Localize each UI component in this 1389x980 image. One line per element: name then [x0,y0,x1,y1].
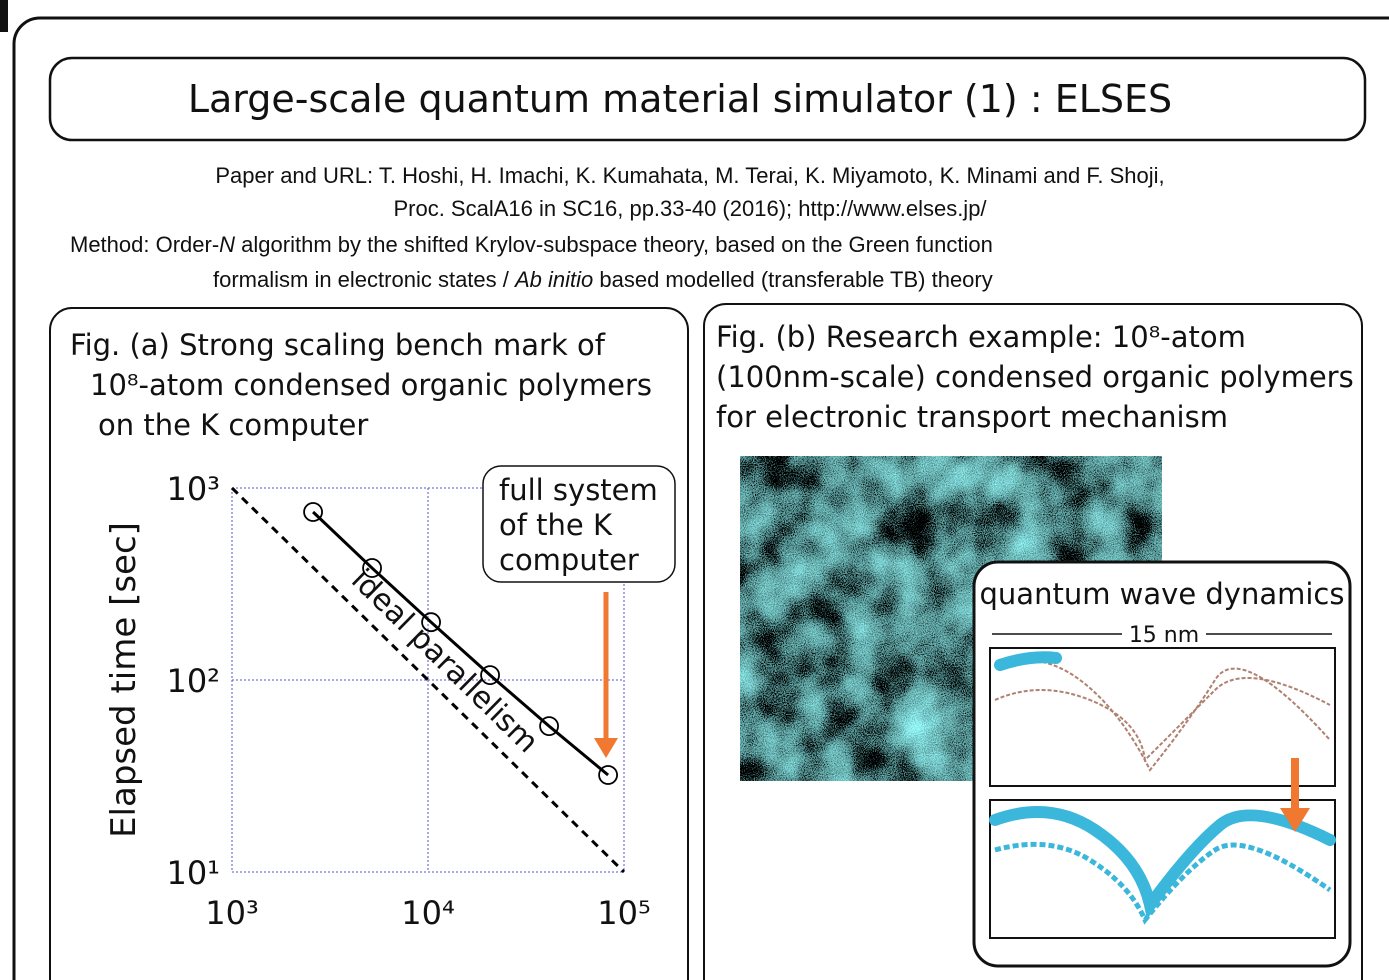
annotation: full system [499,473,658,507]
method-line: formalism in electronic states / Ab init… [213,267,993,292]
annotation: computer [499,543,639,577]
polymer-chain [994,659,1331,772]
title-box [48,56,1367,142]
wave-packet [994,651,1062,671]
panel-caption: Fig. (a) Strong scaling bench mark of [70,328,606,362]
method-text: N [219,232,235,257]
chart: 10³ 10⁴ 10⁵ 10¹ 10² 10³ Elapsed time [sec] idea… [104,465,676,932]
scale-label: 15 nm [1129,623,1199,648]
panel-a [49,307,689,980]
slide-title: Large-scale quantum material simulator (… [188,77,1172,121]
polymer-chain [994,677,1331,763]
x-tick-label: 10³ [205,894,259,932]
panel-caption: 10⁸-atom condensed organic polymers [90,368,652,402]
panel-caption: for electronic transport mechanism [716,400,1228,434]
arrow [1280,808,1310,832]
panel-caption: (100nm-scale) condensed organic polymers [716,360,1354,394]
method-text: based modelled (transferable TB) theory [593,267,992,292]
y-axis-label: Elapsed time [sec] [104,522,144,838]
series-label: ideal parallelism [344,562,545,760]
corner-mark [0,0,8,32]
arrow [594,738,618,758]
method-text: Method: Order- [70,232,219,257]
annotation-box [482,465,676,583]
panel-caption: Fig. (b) Research example: 10⁸-atom [716,320,1246,354]
y-tick-label: 10² [166,662,220,700]
y-tick-label: 10¹ [166,854,220,892]
x-tick-label: 10⁵ [597,894,651,932]
data-point [598,765,618,785]
method-text: Ab initio [513,267,593,292]
data-point [303,502,323,522]
annotation: of the K [499,508,613,542]
data-point [421,612,441,633]
panel-caption: on the K computer [98,408,368,442]
method-line: Method: Order-N algorithm by the shifted… [70,232,993,257]
paper-line: Proc. ScalA16 in SC16, pp.33-40 (2016); … [393,196,987,221]
wave-packet [989,806,1336,920]
wave-packet [994,841,1332,925]
data-point [539,716,559,737]
data-point [362,558,382,578]
slide-frame [12,16,1389,980]
method-text: formalism in electronic states / [213,267,515,292]
paper-line: Paper and URL: T. Hoshi, H. Imachi, K. K… [215,163,1164,188]
wave-frame [989,647,1336,787]
series-line [230,486,626,874]
series-line [312,510,610,777]
data-point [480,665,500,686]
inset-title: quantum wave dynamics [980,577,1345,611]
panel-b [703,303,1363,980]
method-text: algorithm by the shifted Krylov-subspace… [235,232,993,257]
y-tick-label: 10³ [166,470,220,508]
x-tick-label: 10⁴ [401,894,455,932]
